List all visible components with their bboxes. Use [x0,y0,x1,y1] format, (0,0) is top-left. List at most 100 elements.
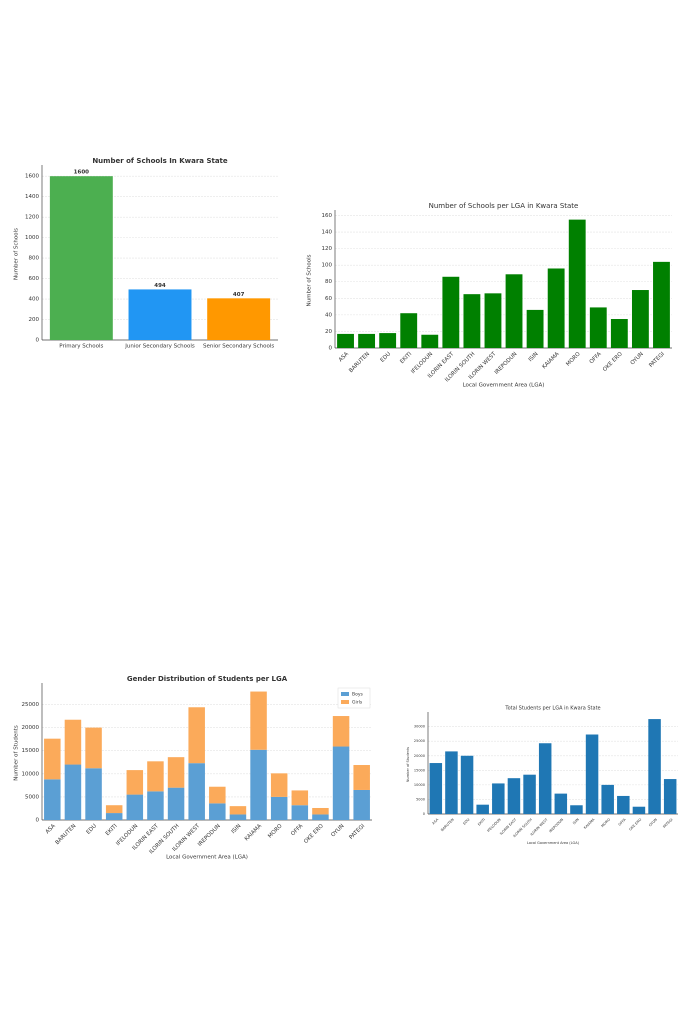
x-tick-label: Primary Schools [59,344,103,350]
x-tick-label: KAIAMA [583,817,596,830]
bar-segment [353,765,370,790]
y-axis-label: Number of Schools [14,228,20,280]
y-axis-label: Number of Students [14,725,20,781]
x-tick-label: EKITI [399,351,413,365]
bar [523,774,536,814]
x-tick-label: OYUN [630,351,645,366]
bar [648,719,661,814]
bar [632,806,646,814]
x-tick-label: OFFA [618,817,628,827]
y-tick-label: 1400 [25,194,39,200]
y-tick-label: 600 [29,276,40,282]
x-tick-label: PATEGI [348,823,366,841]
bar-segment [105,805,123,814]
y-tick-label: 0 [36,338,40,344]
x-tick-label: ILORIN WEST [530,817,550,837]
bar-segment [270,773,288,797]
x-axis-label: Local Government Area (LGA) [463,383,545,389]
bar-segment [229,806,247,815]
y-tick-label: 10000 [414,783,425,787]
bar-segment [85,727,102,769]
bar [589,307,607,348]
y-tick-label: 120 [322,246,333,252]
bar-segment [44,779,61,820]
y-tick-label: 60 [325,296,332,302]
bar-segment [126,770,144,795]
y-tick-label: 160 [322,213,333,219]
x-tick-label: PATEGI [662,818,673,829]
x-axis-label: Local Government Area (LGA) [166,855,248,861]
bar [601,784,614,814]
bar-segment [64,764,82,820]
y-tick-label: 1200 [25,215,39,221]
x-tick-label: IREPODUN [197,823,222,848]
x-tick-label: EDU [462,817,470,825]
x-tick-label: ISIN [572,817,580,825]
bar-segment [270,796,288,820]
bar-segment [147,761,164,792]
y-tick-label: 0 [329,346,333,352]
bar-segment [250,749,267,820]
bar [610,319,628,348]
bar-segment [312,814,329,820]
x-tick-label: OKE ERO [628,817,642,831]
y-tick-label: 200 [29,317,40,323]
y-tick-label: 1600 [25,174,39,180]
bar [445,751,458,814]
y-tick-label: 5000 [416,797,425,801]
x-tick-label: IFELODUN [486,817,502,833]
legend-swatch [341,692,349,696]
x-tick-label: MORO [267,823,284,840]
legend-swatch [341,700,349,704]
x-tick-label: BARUTEN [348,351,371,374]
x-tick-label: IREPODUN [548,817,564,833]
bar [49,176,113,340]
y-tick-label: 30000 [414,725,425,729]
x-tick-label: ASA [45,823,57,835]
y-tick-label: 1000 [25,235,39,241]
y-tick-label: 5000 [25,794,39,800]
y-tick-label: 140 [322,230,333,236]
chart-title: Number of Schools In Kwara State [92,157,228,165]
bar-segment [167,787,185,820]
bar-segment [291,790,309,806]
x-tick-label: OKE ERO [602,351,624,373]
bar-segment [126,794,144,820]
bar [476,804,489,814]
y-tick-label: 0 [36,818,40,824]
x-tick-label: OYUN [648,817,658,827]
y-tick-label: 400 [29,297,40,303]
x-tick-label: BARUTEN [55,823,78,846]
x-tick-label: EKITI [105,823,119,837]
y-tick-label: 800 [29,256,40,262]
data-label: 407 [233,292,245,298]
x-tick-label: OFFA [290,823,304,837]
x-tick-label: EKITI [477,818,486,827]
bar [538,743,552,814]
bar [460,755,474,814]
y-tick-label: 20000 [22,725,40,731]
x-axis-label: Local Government Area (LGA) [527,841,580,845]
x-tick-label: IREPODUN [494,351,519,376]
x-tick-label: OKE ERO [303,823,325,845]
x-tick-label: EDU [380,351,393,364]
y-tick-label: 15000 [22,748,40,754]
bar [585,734,599,814]
bar [663,779,677,814]
legend-label: Girls [352,700,363,706]
bar-segment [332,746,350,820]
bar [526,309,544,348]
y-tick-label: 20000 [414,754,425,758]
x-tick-label: ISIN [230,823,242,835]
bar [570,805,583,814]
y-tick-label: 80 [325,279,332,285]
x-tick-label: OYUN [330,823,345,838]
bar [631,290,649,348]
bar [358,333,376,348]
y-axis-label: Number of Schools [307,254,313,306]
bar-segment [291,805,309,820]
bar [400,313,418,348]
bar [337,333,354,348]
bar [492,783,505,814]
